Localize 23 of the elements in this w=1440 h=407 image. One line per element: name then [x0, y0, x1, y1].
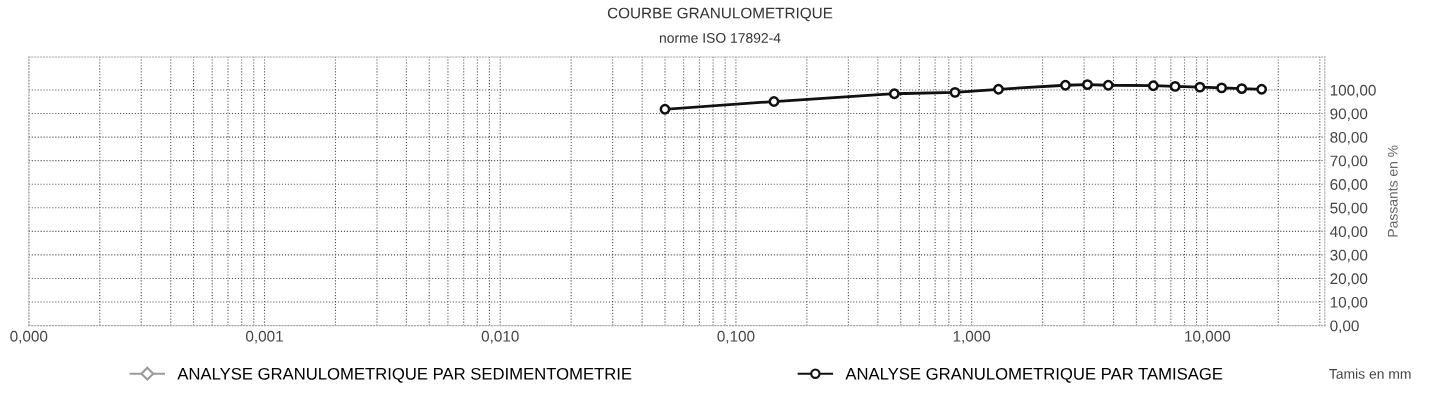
y-tick-label: 50,00 [1330, 202, 1368, 216]
y-tick-label: 70,00 [1330, 155, 1368, 169]
y-tick-label: 90,00 [1330, 108, 1368, 122]
legend-label: ANALYSE GRANULOMETRIQUE PAR TAMISAGE [845, 367, 1223, 383]
x-tick-label: 10,000 [1185, 330, 1231, 344]
x-tick-label: 0,010 [481, 330, 519, 344]
x-tick-label: 1,000 [953, 330, 991, 344]
legend-label: ANALYSE GRANULOMETRIQUE PAR SEDIMENTOMETRIE [177, 367, 632, 383]
y-tick-label: 80,00 [1330, 131, 1368, 145]
y-tick-label: 30,00 [1330, 249, 1368, 263]
chart-subtitle: norme ISO 17892-4 [659, 33, 781, 43]
x-tick-label: 0,000 [10, 330, 48, 344]
x-tick-label: 0,100 [717, 330, 755, 344]
y-axis-title: Passants en % [1387, 145, 1398, 237]
y-tick-label: 0,00 [1330, 320, 1359, 334]
y-tick-label: 60,00 [1330, 179, 1368, 192]
chart-title: COURBE GRANULOMETRIQUE [607, 7, 833, 22]
y-tick-label: 100,00 [1330, 84, 1376, 98]
y-tick-label: 20,00 [1330, 273, 1368, 286]
x-tick-label: 0,001 [245, 330, 283, 344]
x-axis-title: Tamis en mm [1329, 368, 1411, 379]
y-tick-label: 40,00 [1330, 226, 1368, 239]
y-tick-label: 10,00 [1330, 296, 1368, 310]
